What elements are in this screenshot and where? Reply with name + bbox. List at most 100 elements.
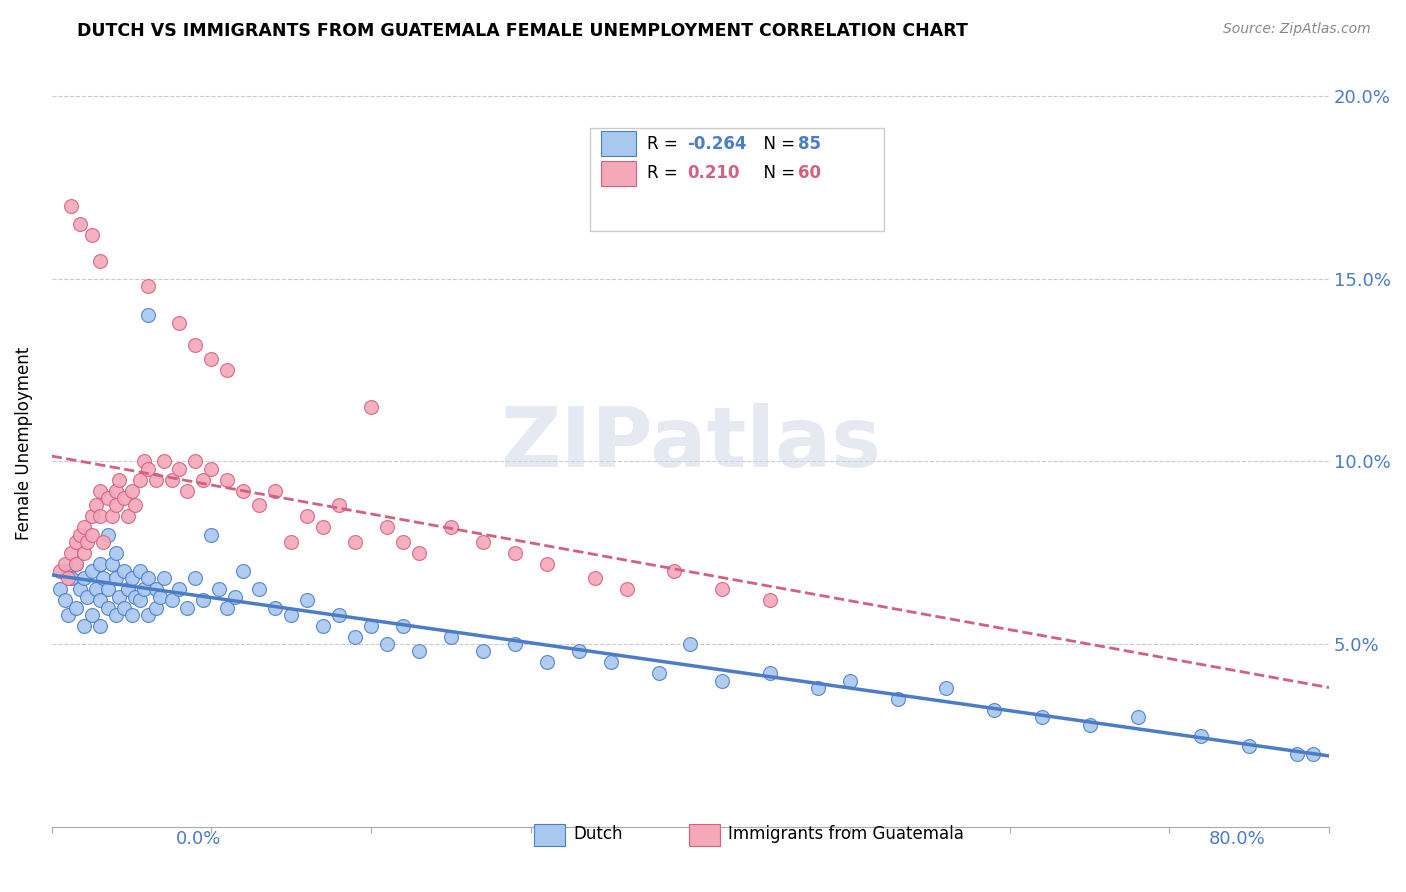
Point	[193, 473, 215, 487]
Point	[935, 681, 957, 695]
Point	[86, 499, 108, 513]
Point	[217, 473, 239, 487]
Point	[136, 309, 159, 323]
Point	[121, 483, 143, 498]
Point	[328, 499, 350, 513]
Point	[152, 454, 174, 468]
Point	[104, 546, 127, 560]
Point	[134, 454, 156, 468]
Point	[176, 600, 198, 615]
Point	[89, 253, 111, 268]
Text: N =: N =	[754, 135, 800, 153]
Point	[503, 637, 526, 651]
Point	[121, 571, 143, 585]
Text: Source: ZipAtlas.com: Source: ZipAtlas.com	[1223, 22, 1371, 37]
Point	[647, 666, 669, 681]
Y-axis label: Female Unemployment: Female Unemployment	[15, 347, 32, 540]
Point	[536, 557, 558, 571]
Point	[392, 534, 415, 549]
Point	[145, 473, 167, 487]
Text: DUTCH VS IMMIGRANTS FROM GUATEMALA FEMALE UNEMPLOYMENT CORRELATION CHART: DUTCH VS IMMIGRANTS FROM GUATEMALA FEMAL…	[77, 22, 969, 40]
Point	[471, 644, 494, 658]
Point	[80, 227, 103, 242]
Point	[136, 279, 159, 293]
Point	[616, 582, 638, 597]
Text: 80.0%: 80.0%	[1209, 830, 1265, 847]
Point	[375, 520, 398, 534]
Point	[217, 363, 239, 377]
Point	[73, 546, 96, 560]
Point	[69, 582, 91, 597]
Point	[232, 564, 254, 578]
Point	[176, 483, 198, 498]
Point	[73, 520, 96, 534]
Point	[48, 582, 70, 597]
Point	[297, 593, 319, 607]
Point	[679, 637, 702, 651]
Point	[104, 571, 127, 585]
Point	[86, 582, 108, 597]
Point	[97, 491, 120, 505]
Point	[1078, 717, 1101, 731]
Point	[983, 703, 1005, 717]
Point	[89, 509, 111, 524]
Point	[112, 491, 135, 505]
Point	[56, 607, 79, 622]
Point	[73, 619, 96, 633]
Point	[112, 600, 135, 615]
Point	[59, 546, 82, 560]
Point	[89, 483, 111, 498]
Point	[56, 564, 79, 578]
Point	[280, 534, 302, 549]
Point	[280, 607, 302, 622]
Point	[312, 520, 335, 534]
Point	[759, 593, 782, 607]
Point	[136, 607, 159, 622]
Point	[217, 600, 239, 615]
Point	[65, 600, 87, 615]
Point	[97, 582, 120, 597]
Point	[599, 656, 621, 670]
Point	[360, 619, 382, 633]
Point	[471, 534, 494, 549]
Point	[97, 527, 120, 541]
Point	[65, 534, 87, 549]
Point	[169, 582, 191, 597]
Point	[664, 564, 686, 578]
Point	[759, 666, 782, 681]
Point	[53, 557, 76, 571]
Point	[344, 630, 367, 644]
Point	[1031, 710, 1053, 724]
Point	[69, 217, 91, 231]
Point	[1286, 747, 1309, 761]
Point	[208, 582, 231, 597]
Point	[297, 509, 319, 524]
Point	[193, 593, 215, 607]
Point	[408, 644, 430, 658]
Point	[328, 607, 350, 622]
Point	[80, 527, 103, 541]
Text: 60: 60	[799, 164, 821, 182]
Point	[56, 571, 79, 585]
Point	[264, 600, 287, 615]
Point	[536, 656, 558, 670]
Point	[101, 557, 124, 571]
Point	[104, 607, 127, 622]
Point	[200, 462, 222, 476]
Point	[224, 590, 246, 604]
Point	[887, 692, 910, 706]
Point	[89, 557, 111, 571]
Point	[59, 571, 82, 585]
Point	[48, 564, 70, 578]
Point	[76, 534, 98, 549]
Point	[1126, 710, 1149, 724]
Point	[807, 681, 830, 695]
Point	[264, 483, 287, 498]
Point	[392, 619, 415, 633]
Point	[121, 607, 143, 622]
Point	[108, 473, 131, 487]
Point	[360, 400, 382, 414]
Point	[375, 637, 398, 651]
Text: Dutch: Dutch	[574, 825, 623, 843]
Point	[160, 473, 183, 487]
